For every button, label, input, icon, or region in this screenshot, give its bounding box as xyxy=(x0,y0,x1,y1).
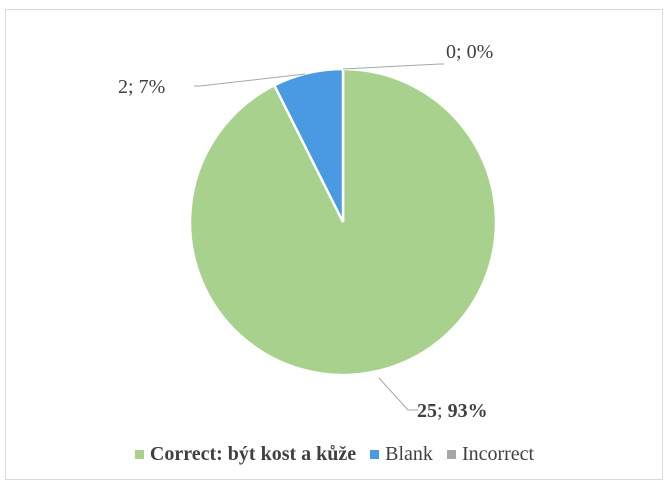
data-label-part-correct-0: 25 xyxy=(417,400,437,422)
leader-line-blank xyxy=(194,73,306,87)
data-label-part-blank-2: 7% xyxy=(139,76,166,98)
legend-swatch-correct xyxy=(134,450,144,459)
legend-swatch-incorrect xyxy=(446,450,456,459)
data-label-part-blank-1: ; xyxy=(128,76,139,98)
data-label-correct: 25; 93% xyxy=(417,400,488,422)
data-label-part-correct-2: 93% xyxy=(448,400,488,422)
legend-label-blank: Blank xyxy=(385,443,433,465)
legend-item-correct: Correct: být kost a kůže xyxy=(134,443,357,466)
legend-swatch-blank xyxy=(370,450,380,459)
data-label-part-blank-0: 2 xyxy=(118,76,128,98)
legend-item-blank: Blank xyxy=(370,443,433,466)
legend-label-correct: Correct: být kost a kůže xyxy=(149,443,357,465)
chart-legend: Correct: být kost a kůže Blank Incorrect xyxy=(0,443,669,466)
data-label-blank: 2; 7% xyxy=(118,76,165,98)
data-label-part-correct-1: ; xyxy=(437,400,448,422)
data-label-part-incorrect-2: 0% xyxy=(467,41,494,63)
leader-line-correct xyxy=(378,377,418,411)
data-label-incorrect: 0; 0% xyxy=(446,41,493,63)
legend-item-incorrect: Incorrect xyxy=(446,443,535,466)
data-label-part-incorrect-1: ; xyxy=(456,41,467,63)
pie-slice-blank xyxy=(272,67,345,223)
legend-label-incorrect: Incorrect xyxy=(461,443,535,465)
data-label-part-incorrect-0: 0 xyxy=(446,41,456,63)
leader-line-incorrect xyxy=(342,63,444,70)
